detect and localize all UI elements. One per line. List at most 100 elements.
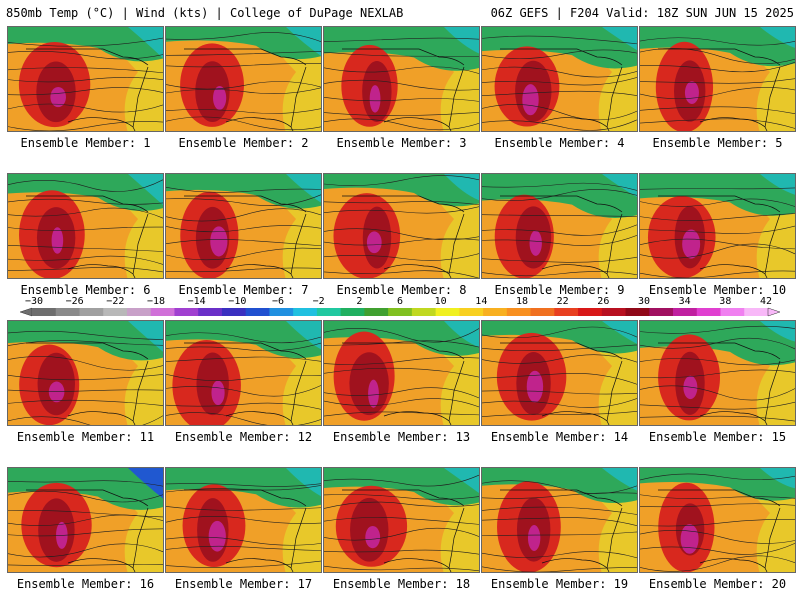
gulf-coastline — [225, 411, 294, 425]
wind-contour — [8, 179, 163, 192]
wind-contour — [166, 483, 321, 487]
extreme-heat-spot — [527, 525, 541, 551]
wind-contour — [8, 528, 163, 537]
wind-contour — [482, 344, 637, 352]
east-coastline — [606, 360, 623, 422]
wind-contour — [166, 239, 321, 247]
cool-green-zone — [640, 174, 795, 216]
colorbar-swatch — [625, 308, 650, 316]
wind-contour — [166, 247, 321, 261]
extreme-heat-spot — [369, 85, 381, 113]
gulf-coastline — [383, 117, 452, 131]
colorbar-swatch — [103, 308, 128, 316]
wind-contour — [482, 234, 637, 246]
wind-contour — [640, 555, 795, 572]
country-border — [500, 195, 623, 213]
colorbar-swatch — [506, 308, 532, 316]
ensemble-member-label: Ensemble Member: 19 — [490, 577, 629, 591]
cold-teal-zone — [286, 321, 321, 350]
wind-contour — [8, 543, 163, 558]
wind-contour — [166, 194, 321, 206]
extreme-heat-spot — [365, 525, 381, 549]
ensemble-map-15 — [639, 320, 796, 426]
gulf-coastline — [383, 411, 452, 425]
wind-contour — [166, 402, 321, 410]
gulf-coastline — [541, 558, 610, 572]
wind-contour — [640, 325, 795, 334]
wind-contour — [8, 50, 163, 60]
wind-contour — [166, 87, 321, 95]
wind-contour — [482, 480, 637, 494]
wind-contour — [640, 542, 795, 555]
wind-contour — [640, 337, 795, 350]
wind-contour — [8, 399, 163, 406]
colorbar-swatch — [578, 308, 603, 316]
gulf-coastline — [541, 264, 610, 278]
colorbar-swatch — [221, 308, 247, 316]
ensemble-map-3 — [323, 26, 480, 132]
wind-contour — [8, 198, 163, 205]
wind-contour — [482, 398, 637, 408]
wind-contour — [482, 189, 637, 201]
wind-contour — [166, 485, 321, 493]
gulf-coastline — [67, 264, 136, 278]
cool-green-zone — [166, 27, 321, 60]
wind-contour — [482, 256, 637, 263]
extreme-heat-spot — [211, 380, 225, 406]
wind-contour — [8, 267, 163, 273]
cold-teal-zone — [602, 468, 637, 491]
colorbar-tick-label: 38 — [719, 296, 732, 307]
colorbar-swatch — [483, 308, 508, 316]
header: 850mb Temp (°C) | Wind (kts) | College o… — [0, 0, 800, 24]
wind-contour — [324, 37, 479, 43]
country-border — [658, 489, 781, 507]
cold-teal-zone — [602, 321, 637, 344]
wind-contour — [8, 340, 163, 346]
ensemble-map-5 — [639, 26, 796, 132]
ensemble-map-7 — [165, 173, 322, 279]
wind-contour — [166, 332, 321, 344]
wind-contour — [482, 119, 637, 131]
wind-contour — [482, 214, 637, 218]
wind-contour — [482, 517, 637, 527]
country-border — [184, 195, 307, 213]
colorbar-swatch — [364, 308, 389, 316]
east-coastline — [290, 213, 307, 275]
wind-contour — [166, 51, 321, 56]
cold-teal-zone — [602, 174, 637, 198]
country-border — [658, 48, 781, 66]
wind-contour — [482, 90, 637, 96]
wind-contour — [324, 118, 479, 131]
wind-contour — [8, 103, 163, 113]
wind-contour — [482, 35, 637, 45]
wind-contour — [8, 356, 163, 371]
wind-contour — [324, 228, 479, 241]
wind-contour — [166, 267, 321, 273]
cool-green-zone — [8, 468, 163, 510]
colorbar-swatch — [198, 308, 223, 316]
wind-contour — [640, 385, 795, 401]
wind-contour — [8, 564, 163, 566]
wind-contour — [166, 560, 321, 569]
wind-contour — [640, 213, 795, 221]
east-coastline — [132, 360, 149, 422]
gulf-coastline — [383, 558, 452, 572]
ensemble-map-16 — [7, 467, 164, 573]
colorbar-swatch — [673, 308, 698, 316]
colorbar-tick-label: −2 — [312, 296, 325, 307]
ensemble-map-2 — [165, 26, 322, 132]
ensemble-member-label: Ensemble Member: 15 — [648, 430, 787, 444]
wind-contour — [640, 494, 795, 500]
colorbar-swatch — [340, 308, 365, 316]
wind-contour — [8, 77, 163, 83]
gulf-coastline — [67, 558, 136, 572]
cold-teal-zone — [128, 321, 163, 352]
wind-contour — [8, 514, 163, 526]
extreme-heat-spot — [213, 86, 227, 110]
wind-contour — [482, 271, 637, 277]
wind-contour — [640, 401, 795, 410]
country-border — [26, 195, 149, 213]
cool-green-zone — [8, 174, 163, 211]
country-border — [658, 195, 781, 213]
colorbar-tick-label: −6 — [271, 296, 285, 307]
